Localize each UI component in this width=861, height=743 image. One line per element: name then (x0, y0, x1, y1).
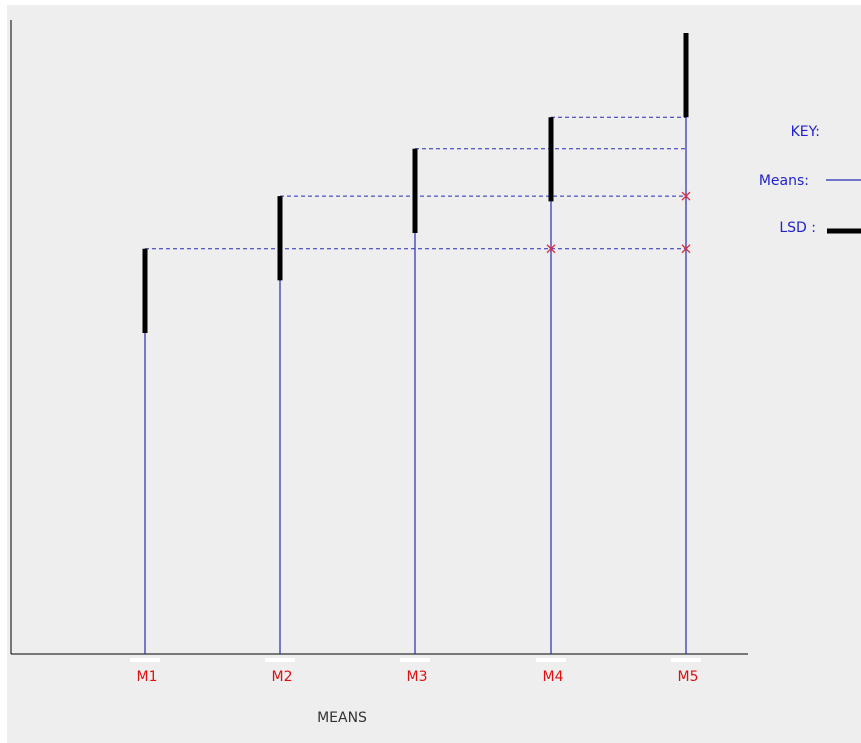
lsd-bars (142, 33, 689, 333)
category-label-m1: M1 (137, 669, 158, 685)
category-label-highlight-m2 (265, 658, 295, 662)
category-label-m5: M5 (678, 669, 699, 685)
category-labels: M1 M2 M3 M4 M5 (130, 658, 701, 685)
cross-marker-m2-m5 (681, 191, 691, 201)
key-means-label: Means: (759, 173, 809, 189)
key-legend: KEY: Means: LSD : (759, 124, 861, 236)
axes (10, 20, 748, 655)
key-title: KEY: (791, 124, 820, 140)
category-label-highlight-m3 (400, 658, 430, 662)
cross-marker-m1-m5 (681, 244, 691, 254)
cross-marker-m1-m4 (546, 244, 556, 254)
x-axis-label: MEANS (317, 710, 367, 726)
category-label-m2: M2 (272, 669, 293, 685)
key-lsd-label: LSD : (779, 220, 816, 236)
chart-panel (7, 5, 861, 743)
mean-lines (144, 33, 687, 654)
cross-stroke (546, 244, 556, 254)
cross-markers (546, 191, 691, 254)
category-label-m3: M3 (407, 669, 428, 685)
category-label-highlight-m4 (536, 658, 566, 662)
category-label-m4: M4 (543, 669, 564, 685)
category-label-highlight-m5 (671, 658, 701, 662)
category-label-highlight-m1 (130, 658, 160, 662)
cross-stroke (681, 191, 691, 201)
cross-stroke (681, 244, 691, 254)
